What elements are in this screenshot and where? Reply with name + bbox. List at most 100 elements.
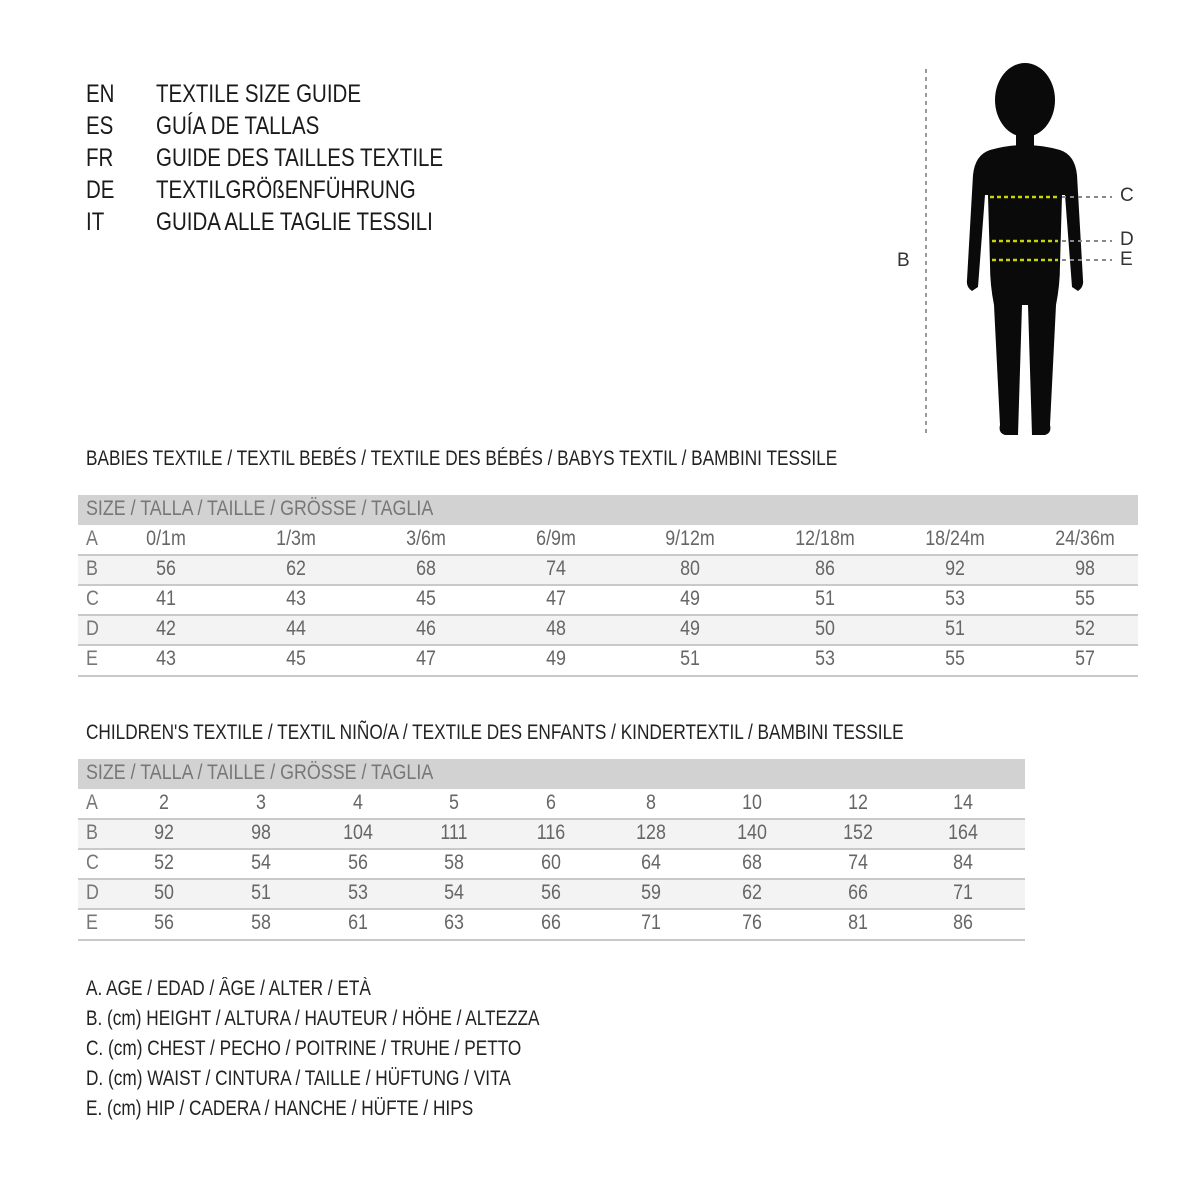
- table-bottom-line: [78, 675, 1138, 677]
- table-row-b: B 92 98 104 111 116 128 140 152 164: [78, 819, 1025, 849]
- table-cell: 53: [815, 647, 835, 670]
- table-row-b: B 56 62 68 74 80 86 92 98: [78, 555, 1138, 585]
- table-row-a: A 0/1m 1/3m 3/6m 6/9m 9/12m 12/18m 18/24m 24/36m: [78, 525, 1138, 555]
- table-cell: 56: [156, 557, 176, 580]
- table-cell: 84: [953, 851, 973, 874]
- legend-item: E. (cm) HIP / CADERA / HANCHE / HÜFTE / …: [86, 1097, 558, 1121]
- legend-text: D. (cm) WAIST / CINTURA / TAILLE / HÜFTU…: [86, 1067, 511, 1090]
- table-cell: 80: [680, 557, 700, 580]
- table-cell: 56: [154, 911, 174, 934]
- table-cell: 6: [546, 791, 556, 814]
- table-cell: 14: [953, 791, 973, 814]
- guide-title: GUIDA ALLE TAGLIE TESSILI: [156, 208, 494, 237]
- guide-title: GUIDE DES TAILLES TEXTILE: [156, 144, 506, 173]
- table-cell: 68: [416, 557, 436, 580]
- table-cell: 92: [154, 821, 174, 844]
- table-cell: 66: [541, 911, 561, 934]
- guide-title-text: GUIDE DES TAILLES TEXTILE: [156, 144, 444, 172]
- row-label: C: [86, 587, 99, 610]
- table-cell: 54: [444, 881, 464, 904]
- language-code-text: ES: [86, 112, 114, 140]
- legend-item: B. (cm) HEIGHT / ALTURA / HAUTEUR / HÖHE…: [86, 1007, 639, 1031]
- table-cell: 47: [416, 647, 436, 670]
- table-cell: 53: [945, 587, 965, 610]
- guide-title: GUÍA DE TALLAS: [156, 112, 355, 141]
- guide-title-text: GUÍA DE TALLAS: [156, 112, 320, 140]
- row-divider: [78, 908, 1025, 910]
- table-cell: 58: [444, 851, 464, 874]
- table-cell: 3/6m: [406, 527, 446, 550]
- table-cell: 74: [546, 557, 566, 580]
- table-row-d: D 50 51 53 54 56 59 62 66 71: [78, 879, 1025, 909]
- table-cell: 51: [251, 881, 271, 904]
- legend-text: B. (cm) HEIGHT / ALTURA / HAUTEUR / HÖHE…: [86, 1007, 540, 1030]
- measure-lines: [990, 195, 1112, 262]
- row-label: B: [86, 557, 98, 580]
- row-divider: [78, 584, 1138, 586]
- size-header-band: SIZE / TALLA / TAILLE / GRÖSSE / TAGLIA: [78, 495, 1138, 525]
- table-cell: 54: [251, 851, 271, 874]
- table-cell: 58: [251, 911, 271, 934]
- table-cell: 116: [536, 821, 566, 844]
- guide-title-text: GUIDA ALLE TAGLIE TESSILI: [156, 208, 433, 236]
- guide-title-text: TEXTILE SIZE GUIDE: [156, 80, 362, 108]
- table-cell: 51: [945, 617, 965, 640]
- row-divider: [78, 644, 1138, 646]
- row-label: A: [86, 791, 98, 814]
- child-silhouette-icon: [966, 63, 1084, 435]
- table-cell: 53: [348, 881, 368, 904]
- children-title: CHILDREN'S TEXTILE / TEXTIL NIÑO/A / TEX…: [86, 721, 904, 744]
- table-cell: 57: [1075, 647, 1095, 670]
- legend-item: A. AGE / EDAD / ÂGE / ALTER / ETÀ: [86, 977, 433, 1001]
- guide-title-text: TEXTILGRÖßENFÜHRUNG: [156, 176, 416, 204]
- legend-text: E. (cm) HIP / CADERA / HANCHE / HÜFTE / …: [86, 1097, 474, 1120]
- table-cell: 41: [156, 587, 176, 610]
- label-c: C: [1120, 185, 1134, 206]
- language-code: IT: [86, 208, 108, 237]
- table-cell: 48: [546, 617, 566, 640]
- table-cell: 60: [541, 851, 561, 874]
- size-header: SIZE / TALLA / TAILLE / GRÖSSE / TAGLIA: [86, 761, 434, 784]
- table-cell: 98: [1075, 557, 1095, 580]
- table-row-e: E 43 45 47 49 51 53 55 57: [78, 645, 1138, 675]
- table-cell: 68: [742, 851, 762, 874]
- table-cell: 81: [848, 911, 868, 934]
- table-cell: 49: [680, 587, 700, 610]
- table-row-a: A 2 3 4 5 6 8 10 12 14: [78, 789, 1025, 819]
- language-code: DE: [86, 176, 121, 205]
- table-cell: 61: [348, 911, 368, 934]
- language-code-text: DE: [86, 176, 115, 204]
- table-cell: 55: [945, 647, 965, 670]
- babies-title: BABIES TEXTILE / TEXTIL BEBÉS / TEXTILE …: [86, 447, 838, 470]
- table-cell: 1/3m: [276, 527, 316, 550]
- table-cell: 49: [546, 647, 566, 670]
- table-cell: 24/36m: [1055, 527, 1115, 550]
- table-cell: 44: [286, 617, 306, 640]
- table-cell: 59: [641, 881, 661, 904]
- table-cell: 55: [1075, 587, 1095, 610]
- table-cell: 56: [348, 851, 368, 874]
- row-divider: [78, 818, 1025, 820]
- table-cell: 128: [636, 821, 666, 844]
- row-label: C: [86, 851, 99, 874]
- language-code: EN: [86, 80, 121, 109]
- row-label: B: [86, 821, 98, 844]
- row-label: D: [86, 881, 99, 904]
- size-header: SIZE / TALLA / TAILLE / GRÖSSE / TAGLIA: [86, 497, 434, 520]
- table-cell: 62: [742, 881, 762, 904]
- table-cell: 0/1m: [146, 527, 186, 550]
- legend-item: D. (cm) WAIST / CINTURA / TAILLE / HÜFTU…: [86, 1067, 604, 1091]
- table-cell: 50: [154, 881, 174, 904]
- legend-text: A. AGE / EDAD / ÂGE / ALTER / ETÀ: [86, 977, 371, 1000]
- table-cell: 3: [256, 791, 266, 814]
- table-cell: 76: [742, 911, 762, 934]
- row-divider: [78, 554, 1138, 556]
- language-code-text: FR: [86, 144, 114, 172]
- table-cell: 152: [843, 821, 873, 844]
- row-label: E: [86, 647, 98, 670]
- table-cell: 4: [353, 791, 363, 814]
- table-cell: 63: [444, 911, 464, 934]
- size-header-band: SIZE / TALLA / TAILLE / GRÖSSE / TAGLIA: [78, 759, 1025, 789]
- table-cell: 92: [945, 557, 965, 580]
